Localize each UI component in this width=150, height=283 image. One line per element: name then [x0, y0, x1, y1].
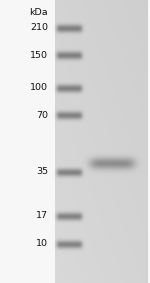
Text: 100: 100	[30, 83, 48, 93]
Text: 70: 70	[36, 110, 48, 119]
Text: 35: 35	[36, 168, 48, 177]
Text: 17: 17	[36, 211, 48, 220]
Text: 150: 150	[30, 50, 48, 59]
Text: 210: 210	[30, 23, 48, 33]
Text: kDa: kDa	[29, 8, 48, 17]
Text: 10: 10	[36, 239, 48, 248]
